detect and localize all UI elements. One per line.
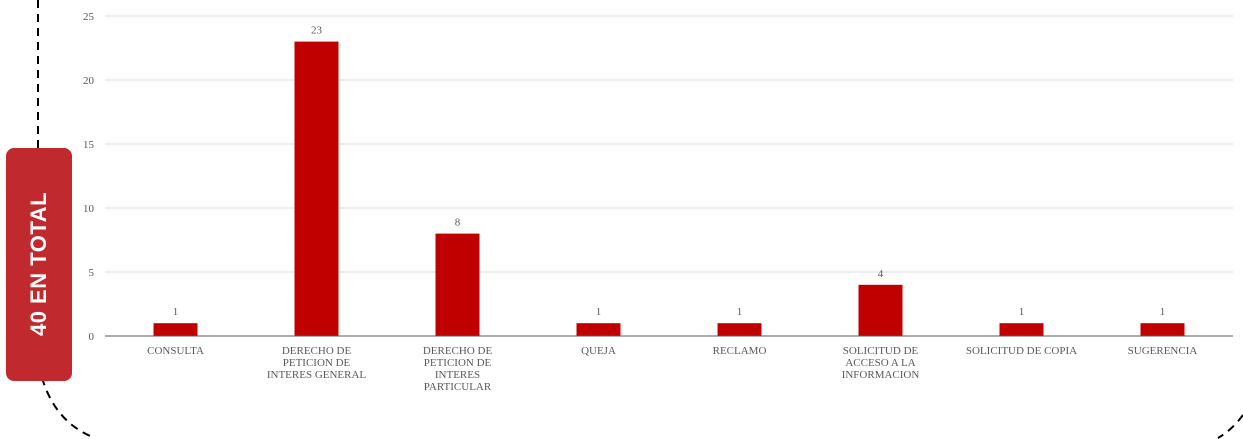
x-tick-label-line: SOLICITUD DE COPIA: [966, 345, 1077, 357]
total-badge: [6, 148, 72, 381]
x-tick-label-line: PARTICULAR: [424, 381, 492, 393]
x-tick-label: RECLAMO: [713, 345, 767, 357]
bar: [294, 41, 339, 336]
data-label: 8: [455, 217, 461, 229]
x-tick-label-line: PETICION DE: [424, 357, 492, 369]
x-tick-label: SUGERENCIA: [1128, 345, 1198, 357]
x-axis: CONSULTA DERECHO DE PETICION DE INTERES GEN…: [105, 335, 1233, 393]
x-tick-label-line: PETICION DE: [283, 357, 351, 369]
x-tick-label-line: CONSULTA: [147, 345, 204, 357]
data-label: 1: [596, 306, 602, 318]
x-tick-label-line: DERECHO DE: [423, 345, 493, 357]
data-label: 1: [1160, 306, 1166, 318]
x-tick-label-line: SUGERENCIA: [1128, 345, 1198, 357]
y-tick-label: 0: [89, 331, 95, 343]
bars: 1 23 8 1 1 4 1 1: [153, 25, 1185, 336]
bar: [153, 323, 198, 336]
x-tick-label: QUEJA: [581, 345, 616, 357]
y-tick-label: 15: [83, 139, 95, 151]
x-tick-label: SOLICITUD DE COPIA: [966, 345, 1077, 357]
y-tick-label: 10: [83, 203, 95, 215]
data-label: 1: [173, 306, 179, 318]
data-label: 23: [311, 25, 323, 37]
x-tick-label-line: INTERES GENERAL: [267, 369, 367, 381]
bar: [1140, 323, 1185, 336]
y-tick-label: 20: [83, 75, 95, 87]
x-tick-label-line: DERECHO DE: [282, 345, 352, 357]
x-tick-label: DERECHO DE PETICION DE INTERES GENERAL: [267, 345, 367, 381]
y-axis: 0 5 10 15 20 25: [83, 11, 95, 343]
data-label: 1: [1019, 306, 1025, 318]
bar: [435, 233, 480, 336]
x-tick-label: SOLICITUD DE ACCESO A LA INFORMACION: [842, 345, 920, 381]
bar: [576, 323, 621, 336]
x-tick-label-line: RECLAMO: [713, 345, 767, 357]
x-tick-label-line: INTERES: [435, 369, 480, 381]
x-tick-label-line: SOLICITUD DE: [843, 345, 919, 357]
bar: [999, 323, 1044, 336]
data-label: 4: [878, 268, 884, 280]
x-tick-label: DERECHO DE PETICION DE INTERES PARTICULAR: [423, 345, 493, 393]
bar: [858, 284, 903, 336]
x-tick-label-line: QUEJA: [581, 345, 616, 357]
y-tick-label: 25: [83, 11, 95, 23]
x-tick-label-line: ACCESO A LA: [845, 357, 915, 369]
x-tick-label-line: INFORMACION: [842, 369, 920, 381]
bar: [717, 323, 762, 336]
y-tick-label: 5: [89, 267, 95, 279]
x-tick-label: CONSULTA: [147, 345, 204, 357]
gridlines: [105, 15, 1233, 273]
data-label: 1: [737, 306, 743, 318]
